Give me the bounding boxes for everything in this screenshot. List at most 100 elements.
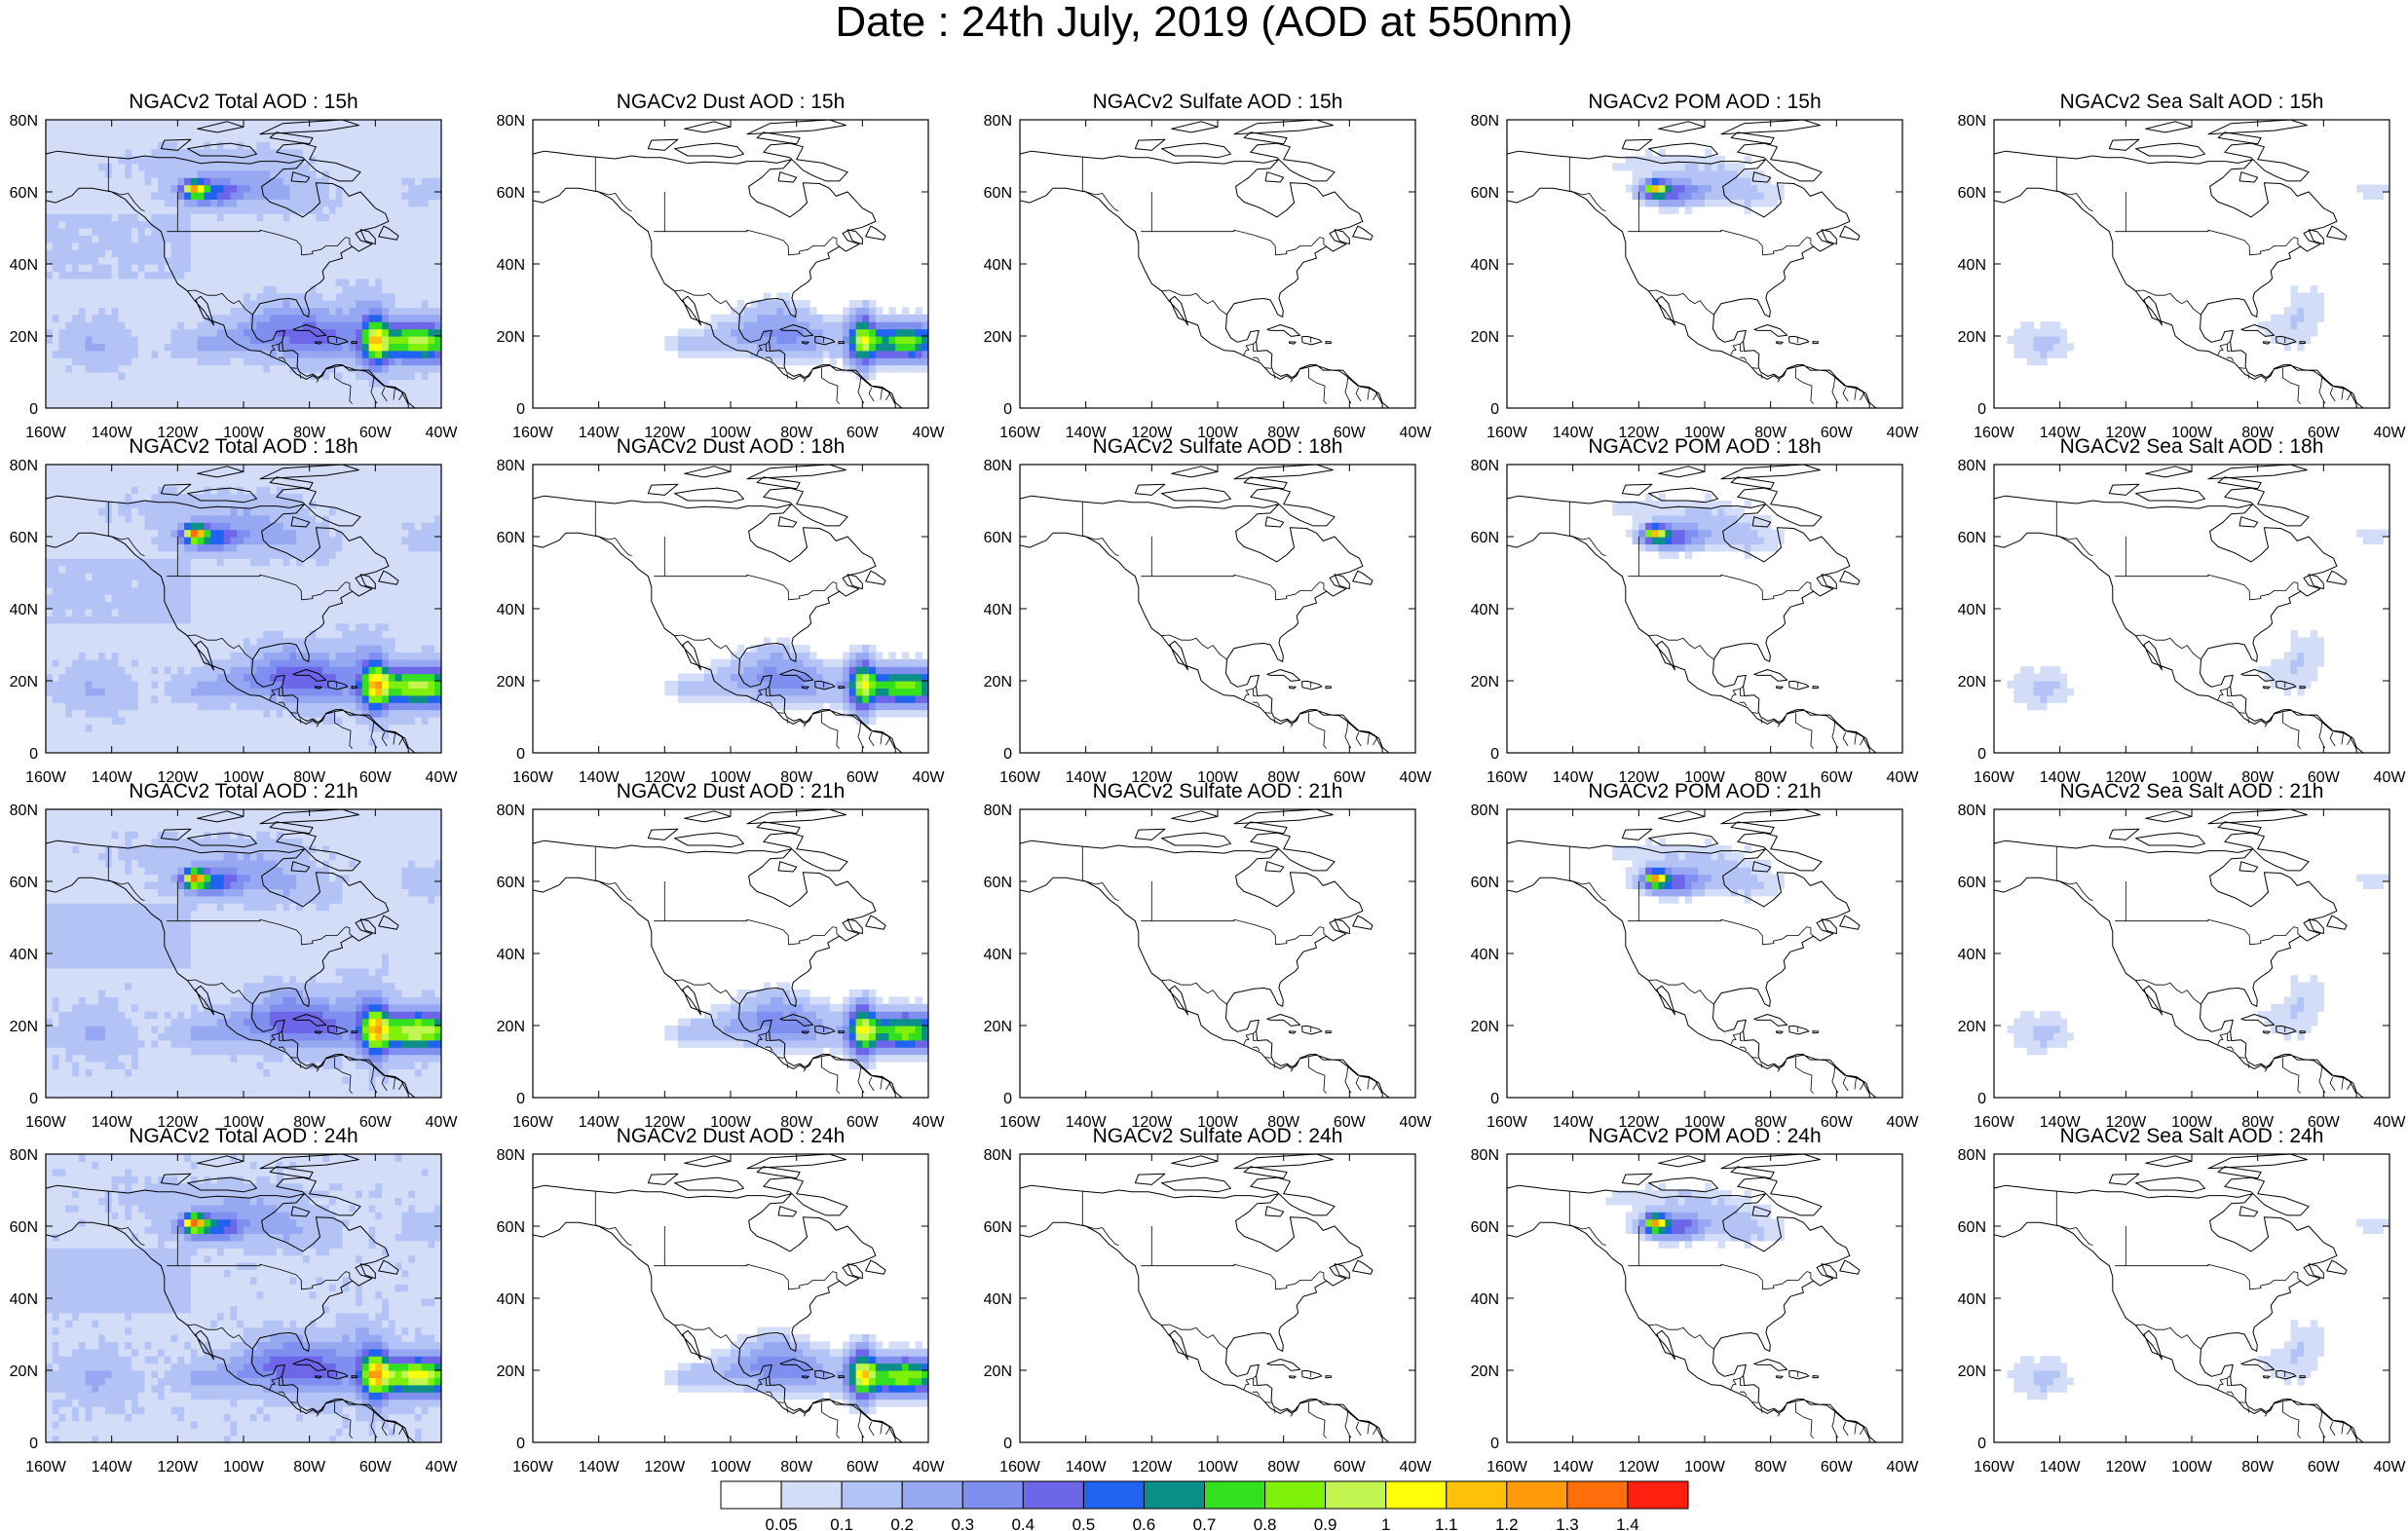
x-tick-label: 80W (1267, 1114, 1300, 1131)
y-tick-label: 0 (1490, 401, 1499, 418)
y-tick-label: 80N (1958, 113, 1986, 130)
y-tick-label: 80N (1471, 803, 1499, 819)
y-tick-label: 80N (1958, 1147, 1986, 1164)
aod-field (664, 292, 928, 380)
colorbar-label: 0.4 (1011, 1515, 1035, 1531)
colorbar-swatch (1325, 1480, 1387, 1510)
panel-title: NGACv2 POM AOD : 21h (1588, 780, 1821, 803)
figure-title: Date : 24th July, 2019 (AOD at 550nm) (835, 0, 1573, 46)
x-tick-label: 80W (293, 1459, 326, 1475)
y-tick-label: 0 (1003, 746, 1012, 763)
y-tick-label: 0 (29, 1436, 38, 1452)
y-tick-label: 60N (497, 1219, 525, 1236)
y-tick-label: 0 (1490, 1091, 1499, 1107)
y-tick-label: 40N (1958, 947, 1986, 963)
x-tick-label: 80W (780, 425, 813, 441)
x-tick-label: 120W (157, 425, 199, 441)
y-tick-label: 40N (497, 602, 525, 618)
y-tick-label: 20N (1471, 674, 1499, 691)
aod-field (46, 120, 441, 408)
y-tick-label: 40N (1471, 257, 1499, 274)
x-tick-label: 120W (2105, 1114, 2147, 1131)
y-tick-label: 0 (516, 1436, 525, 1452)
colorbar-swatch (1446, 1480, 1508, 1510)
y-tick-label: 60N (984, 185, 1012, 202)
x-tick-label: 100W (1197, 769, 1239, 786)
y-tick-label: 20N (497, 1363, 525, 1380)
y-tick-label: 40N (984, 257, 1012, 274)
y-tick-label: 80N (497, 113, 525, 130)
x-tick-label: 60W (1334, 1114, 1367, 1131)
y-tick-label: 40N (984, 1291, 1012, 1308)
aod-field (2007, 1218, 2389, 1400)
y-tick-label: 60N (497, 185, 525, 202)
y-tick-label: 80N (10, 113, 38, 130)
y-tick-label: 0 (1977, 1436, 1986, 1452)
y-tick-label: 60N (984, 1219, 1012, 1236)
x-tick-label: 100W (1197, 425, 1239, 441)
x-tick-label: 40W (913, 1114, 946, 1131)
map-panel: NGACv2 Dust AOD : 15h 160W 140W 120W 100W 80W… (497, 91, 946, 441)
x-tick-label: 40W (426, 1114, 459, 1131)
x-tick-label: 120W (1131, 1114, 1173, 1131)
y-tick-label: 0 (1977, 746, 1986, 763)
coastlines (1507, 1154, 1902, 1442)
x-tick-label: 100W (710, 769, 752, 786)
y-tick-label: 40N (984, 947, 1012, 963)
aod-field (1612, 493, 1785, 559)
x-tick-label: 140W (1066, 1114, 1108, 1131)
map-panel: NGACv2 Dust AOD : 24h 160W 140W 120W 100W 80W… (497, 1125, 946, 1475)
x-tick-label: 80W (1267, 769, 1300, 786)
y-tick-label: 40N (984, 602, 1012, 618)
coastlines (1020, 809, 1415, 1098)
y-tick-label: 60N (1471, 185, 1499, 202)
x-tick-label: 120W (644, 1459, 686, 1475)
x-tick-label: 80W (2241, 1114, 2275, 1131)
map-panel: NGACv2 POM AOD : 15h 160W 140W 120W 100W 80W 6… (1471, 91, 1920, 441)
panel-title: NGACv2 POM AOD : 24h (1588, 1125, 1821, 1147)
x-tick-label: 120W (1131, 425, 1173, 441)
colorbar-swatch (1627, 1480, 1689, 1510)
colorbar-swatch (1385, 1480, 1448, 1510)
x-tick-label: 40W (913, 1459, 946, 1475)
colorbar-swatch (961, 1480, 1024, 1510)
x-tick-label: 60W (1821, 1459, 1854, 1475)
aod-field (664, 982, 928, 1069)
x-tick-label: 80W (293, 769, 326, 786)
x-tick-label: 80W (293, 1114, 326, 1131)
x-tick-label: 40W (1887, 425, 1920, 441)
x-tick-label: 140W (1553, 769, 1595, 786)
x-tick-label: 100W (710, 1459, 752, 1475)
colorbar-label: 1.1 (1435, 1515, 1458, 1531)
colorbar-swatch (901, 1480, 963, 1510)
map-panel: NGACv2 POM AOD : 21h 160W 140W 120W 100W 80W 6… (1471, 780, 1920, 1131)
x-tick-label: 100W (1684, 1114, 1726, 1131)
colorbar-label: 0.6 (1133, 1515, 1156, 1531)
x-tick-label: 80W (2241, 1459, 2275, 1475)
panel-title: NGACv2 Sea Salt AOD : 15h (2060, 91, 2324, 113)
map-panel: NGACv2 Sulfate AOD : 21h 160W 140W 120W 100W… (984, 780, 1433, 1131)
x-tick-label: 100W (2171, 1459, 2213, 1475)
panel-title: NGACv2 Total AOD : 18h (129, 435, 357, 458)
map-panel: NGACv2 Dust AOD : 18h 160W 140W 120W 100W 80W… (497, 435, 946, 786)
y-tick-label: 60N (1471, 1219, 1499, 1236)
x-tick-label: 100W (2171, 425, 2213, 441)
x-tick-label: 40W (1400, 1114, 1433, 1131)
y-tick-label: 20N (1958, 1019, 1986, 1035)
x-tick-label: 160W (999, 425, 1041, 441)
map-panel: NGACv2 Sea Salt AOD : 18h 160W 140W 120W 100… (1958, 435, 2407, 786)
map-panel: NGACv2 Dust AOD : 21h 160W 140W 120W 100W 80W… (497, 780, 946, 1131)
y-tick-label: 60N (1958, 530, 1986, 546)
y-tick-label: 80N (10, 803, 38, 819)
panel-title: NGACv2 Sea Salt AOD : 18h (2060, 435, 2324, 458)
coastlines (533, 465, 928, 753)
x-tick-label: 120W (644, 425, 686, 441)
aod-field (1612, 838, 1785, 904)
x-tick-label: 40W (426, 769, 459, 786)
panel-title: NGACv2 Dust AOD : 21h (617, 780, 846, 803)
y-tick-label: 0 (1490, 1436, 1499, 1452)
y-tick-label: 0 (1003, 1436, 1012, 1452)
y-tick-label: 80N (984, 1147, 1012, 1164)
y-tick-label: 0 (29, 746, 38, 763)
